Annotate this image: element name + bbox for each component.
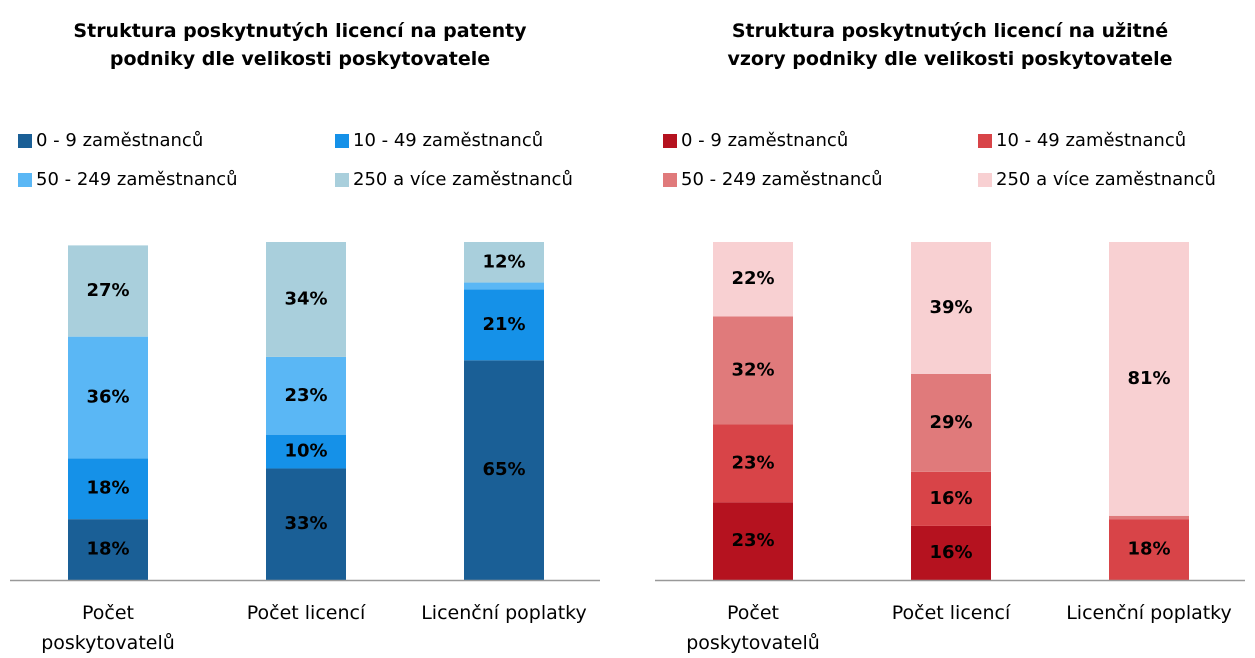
bar-segment bbox=[911, 373, 991, 472]
bar-segment bbox=[464, 360, 544, 580]
legend-swatch bbox=[663, 133, 677, 148]
data-label: 16% bbox=[929, 488, 972, 509]
legend-label: 10 - 49 zaměstnanců bbox=[353, 130, 544, 151]
data-label: 10% bbox=[284, 441, 327, 462]
data-label: 36% bbox=[86, 386, 129, 407]
bar-segment bbox=[68, 519, 148, 580]
bar-segment bbox=[266, 356, 346, 435]
bar-segment bbox=[1109, 242, 1189, 516]
legend-swatch bbox=[978, 133, 992, 148]
bar-segment bbox=[1109, 519, 1189, 580]
data-label: 33% bbox=[284, 513, 327, 534]
data-label: 34% bbox=[284, 288, 327, 309]
legend-swatch bbox=[335, 133, 349, 148]
legend-swatch bbox=[335, 172, 349, 187]
legend-label: 0 - 9 zaměstnanců bbox=[681, 130, 849, 151]
data-label: 27% bbox=[86, 280, 129, 301]
legend-swatch bbox=[18, 133, 32, 148]
bar-segment bbox=[713, 316, 793, 425]
bar-segment bbox=[1109, 515, 1189, 520]
data-label: 65% bbox=[482, 459, 525, 480]
data-label: 12% bbox=[482, 251, 525, 272]
data-label: 18% bbox=[86, 478, 129, 499]
legend-label: 10 - 49 zaměstnanců bbox=[996, 130, 1187, 151]
legend-swatch bbox=[18, 172, 32, 187]
legend-label: 50 - 249 zaměstnanců bbox=[681, 169, 883, 190]
data-label: 81% bbox=[1127, 368, 1170, 389]
bar-segment bbox=[464, 242, 544, 283]
bar-segment bbox=[266, 242, 346, 357]
legend-item: 250 a více zaměstnanců bbox=[335, 169, 573, 190]
data-label: 23% bbox=[731, 452, 774, 473]
bar-segment bbox=[266, 434, 346, 469]
legend-label: 50 - 249 zaměstnanců bbox=[36, 169, 238, 190]
data-label: 23% bbox=[731, 530, 774, 551]
data-label: 32% bbox=[731, 359, 774, 380]
data-label: 21% bbox=[482, 314, 525, 335]
bar-segment bbox=[266, 468, 346, 580]
bar-segment bbox=[713, 502, 793, 580]
data-label: 18% bbox=[1127, 539, 1170, 560]
data-label: 39% bbox=[929, 297, 972, 318]
legend-label: 0 - 9 zaměstnanců bbox=[36, 130, 204, 151]
x-tick-label: Počet licencí bbox=[246, 602, 366, 624]
bar-segment bbox=[464, 289, 544, 361]
x-tick-label: Licenční poplatky bbox=[1066, 602, 1232, 624]
legend-item: 250 a více zaměstnanců bbox=[978, 169, 1216, 190]
legend-item: 10 - 49 zaměstnanců bbox=[978, 130, 1186, 151]
bar-segment bbox=[713, 424, 793, 503]
data-label: 18% bbox=[86, 539, 129, 560]
bar-segment bbox=[464, 282, 544, 290]
x-tick-label: Počet licencí bbox=[891, 602, 1011, 624]
legend-swatch bbox=[663, 172, 677, 187]
x-tick-label: Počet poskytovatelů bbox=[686, 602, 820, 654]
bar-segment bbox=[68, 458, 148, 520]
legend-item: 0 - 9 zaměstnanců bbox=[663, 130, 848, 151]
x-tick-label: Počet poskytovatelů bbox=[41, 602, 175, 654]
legend-item: 10 - 49 zaměstnanců bbox=[335, 130, 543, 151]
legend-item: 50 - 249 zaměstnanců bbox=[18, 169, 238, 190]
chart-title: Struktura poskytnutých licencí na užitné… bbox=[727, 20, 1173, 70]
bar-segment bbox=[713, 242, 793, 317]
legend-swatch bbox=[978, 172, 992, 187]
legend-label: 250 a více zaměstnanců bbox=[353, 169, 573, 190]
chart-title: Struktura poskytnutých licencí na patent… bbox=[73, 20, 527, 70]
data-label: 29% bbox=[929, 412, 972, 433]
data-label: 23% bbox=[284, 385, 327, 406]
x-tick-label: Licenční poplatky bbox=[421, 602, 587, 624]
legend-item: 50 - 249 zaměstnanců bbox=[663, 169, 883, 190]
bar-segment bbox=[911, 471, 991, 526]
data-label: 16% bbox=[929, 542, 972, 563]
bar-segment bbox=[911, 242, 991, 374]
legend-label: 250 a více zaměstnanců bbox=[996, 169, 1216, 190]
data-label: 22% bbox=[731, 268, 774, 289]
bar-segment bbox=[68, 336, 148, 459]
bar-segment bbox=[68, 245, 148, 337]
legend-item: 0 - 9 zaměstnanců bbox=[18, 130, 203, 151]
bar-segment bbox=[911, 525, 991, 580]
